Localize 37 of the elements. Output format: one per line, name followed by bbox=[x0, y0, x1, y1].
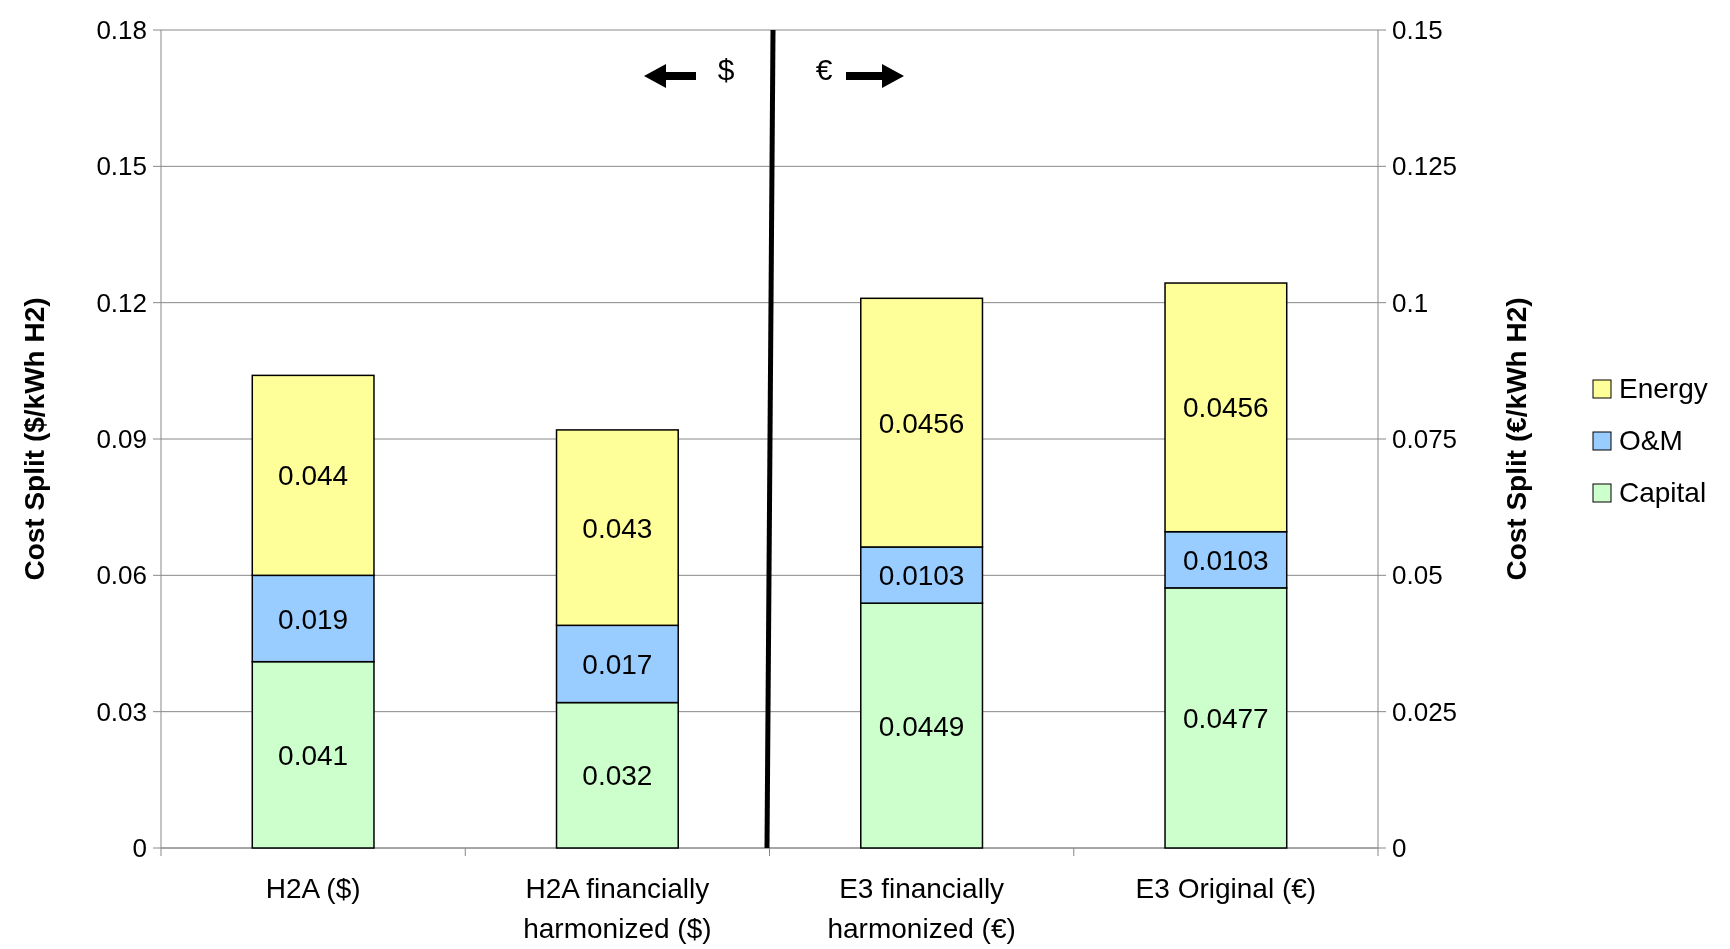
x-tick-label: H2A ($) bbox=[265, 873, 361, 904]
data-label: 0.0103 bbox=[1183, 544, 1269, 576]
data-label: 0.0456 bbox=[1183, 392, 1269, 424]
y-axis-title: Cost Split ($/kWh H2) bbox=[19, 297, 50, 581]
data-label: 0.044 bbox=[278, 460, 349, 492]
x-tick-label: E3 financially harmonized (€) bbox=[827, 873, 1016, 944]
y-tick-label: 0.12 bbox=[96, 287, 147, 318]
data-label: 0.032 bbox=[582, 760, 653, 792]
data-label: 0.019 bbox=[278, 603, 349, 635]
y-tick-label: 0.03 bbox=[96, 696, 147, 727]
legend-label: Capital bbox=[1619, 477, 1707, 508]
y2-tick-label: 0.05 bbox=[1392, 560, 1443, 591]
y-tick-label: 0.06 bbox=[96, 560, 147, 591]
legend-label: O&M bbox=[1619, 425, 1683, 456]
annotation: $ bbox=[717, 53, 735, 86]
data-label: 0.017 bbox=[582, 648, 653, 680]
y2-tick-label: 0.075 bbox=[1392, 424, 1458, 454]
legend-label: Energy bbox=[1619, 373, 1708, 404]
data-label: 0.0103 bbox=[878, 560, 965, 592]
y-tick-label: 0.15 bbox=[96, 151, 147, 182]
y-tick-label: 0.18 bbox=[96, 15, 147, 45]
data-label: 0.043 bbox=[582, 512, 653, 544]
x-tick-label: H2A financially harmonized ($) bbox=[523, 873, 712, 944]
y2-tick-label: 0 bbox=[1392, 833, 1407, 863]
y2-axis-title: Cost Split (€/kWh H2) bbox=[1501, 297, 1532, 581]
y2-tick-label: 0.025 bbox=[1392, 696, 1458, 727]
data-label: 0.0456 bbox=[878, 407, 965, 439]
y-tick-label: 0.09 bbox=[96, 424, 147, 454]
x-tick-label: E3 Original (€) bbox=[1135, 873, 1317, 904]
y-tick-label: 0 bbox=[132, 833, 147, 863]
data-label: 0.0477 bbox=[1183, 702, 1269, 734]
data-label: 0.041 bbox=[278, 739, 349, 771]
data-label: 0.0449 bbox=[878, 710, 965, 742]
y2-tick-label: 0.125 bbox=[1392, 151, 1458, 182]
annotation: € bbox=[815, 53, 833, 86]
y2-tick-label: 0.15 bbox=[1392, 15, 1443, 45]
y2-tick-label: 0.1 bbox=[1392, 287, 1429, 318]
